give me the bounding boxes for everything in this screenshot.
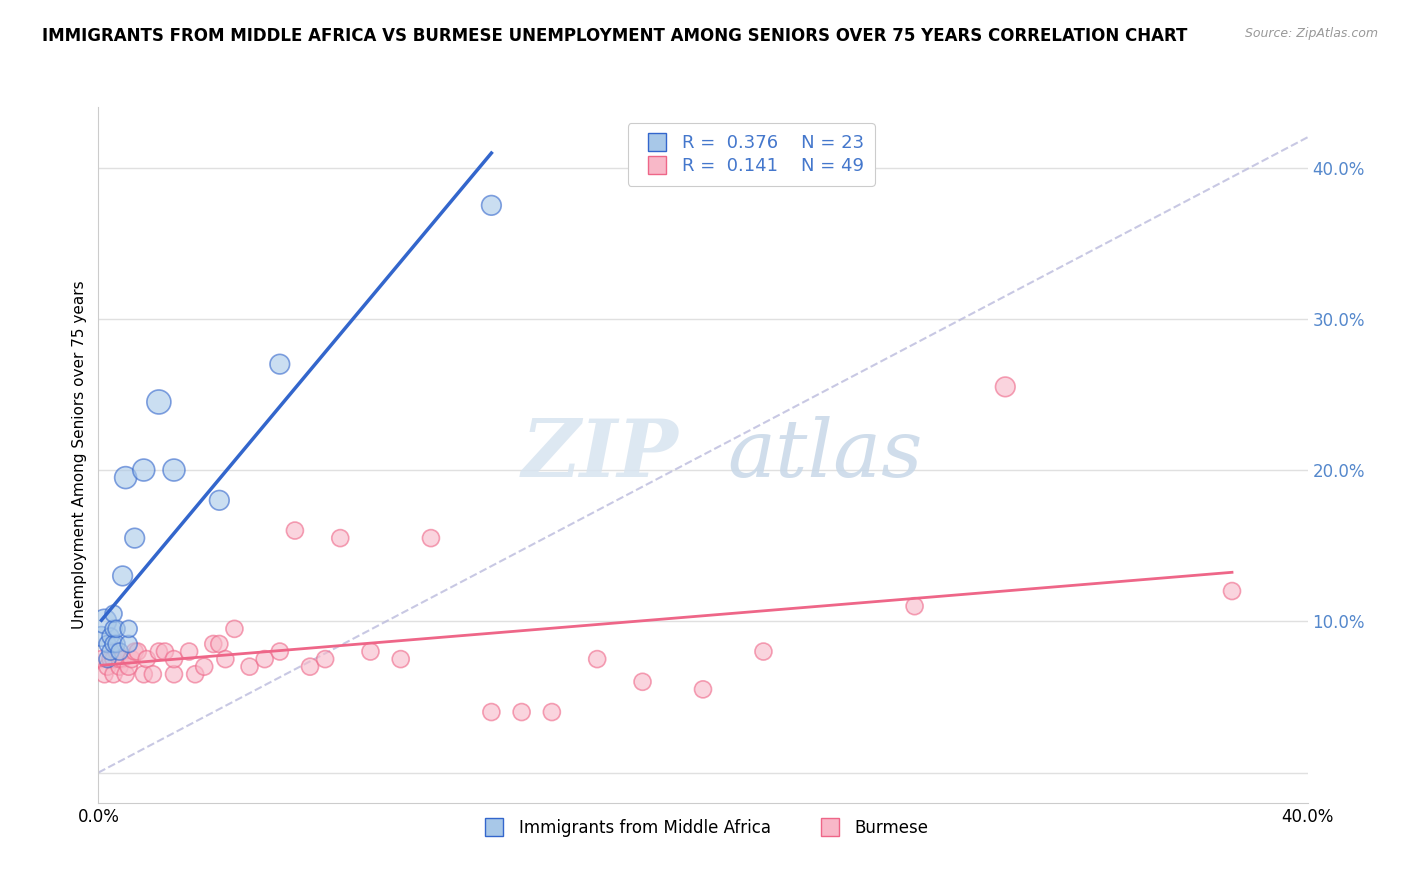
Point	[103, 637, 125, 651]
Point	[253, 652, 276, 666]
Point	[208, 493, 231, 508]
Point	[103, 607, 125, 621]
Point	[118, 637, 141, 651]
Point	[284, 524, 307, 538]
Point	[100, 644, 122, 658]
Point	[148, 644, 170, 658]
Point	[148, 395, 170, 409]
Point	[96, 637, 118, 651]
Point	[114, 667, 136, 681]
Point	[124, 531, 146, 545]
Point	[389, 652, 412, 666]
Point	[163, 463, 186, 477]
Point	[132, 667, 155, 681]
Point	[299, 659, 322, 673]
Point	[184, 667, 207, 681]
Point	[108, 644, 131, 658]
Point	[752, 644, 775, 658]
Legend: Immigrants from Middle Africa, Burmese: Immigrants from Middle Africa, Burmese	[471, 812, 935, 843]
Point	[224, 622, 246, 636]
Point	[108, 652, 131, 666]
Point	[208, 637, 231, 651]
Point	[481, 705, 503, 719]
Point	[105, 637, 128, 651]
Point	[114, 470, 136, 484]
Point	[118, 622, 141, 636]
Y-axis label: Unemployment Among Seniors over 75 years: Unemployment Among Seniors over 75 years	[72, 281, 87, 629]
Point	[100, 629, 122, 643]
Point	[163, 667, 186, 681]
Point	[163, 652, 186, 666]
Text: Source: ZipAtlas.com: Source: ZipAtlas.com	[1244, 27, 1378, 40]
Point	[631, 674, 654, 689]
Point	[510, 705, 533, 719]
Point	[103, 667, 125, 681]
Point	[96, 659, 118, 673]
Point	[105, 644, 128, 658]
Point	[108, 659, 131, 673]
Point	[111, 652, 134, 666]
Text: IMMIGRANTS FROM MIDDLE AFRICA VS BURMESE UNEMPLOYMENT AMONG SENIORS OVER 75 YEAR: IMMIGRANTS FROM MIDDLE AFRICA VS BURMESE…	[42, 27, 1188, 45]
Point	[118, 659, 141, 673]
Point	[481, 198, 503, 212]
Point	[103, 652, 125, 666]
Point	[994, 380, 1017, 394]
Point	[360, 644, 382, 658]
Text: atlas: atlas	[727, 417, 922, 493]
Point	[135, 652, 157, 666]
Point	[692, 682, 714, 697]
Point	[121, 652, 143, 666]
Point	[329, 531, 352, 545]
Text: ZIP: ZIP	[522, 417, 679, 493]
Point	[540, 705, 562, 719]
Point	[153, 644, 176, 658]
Point	[142, 667, 165, 681]
Point	[132, 463, 155, 477]
Point	[93, 667, 115, 681]
Point	[100, 652, 122, 666]
Point	[214, 652, 236, 666]
Point	[586, 652, 609, 666]
Point	[90, 629, 112, 643]
Point	[269, 357, 291, 371]
Point	[127, 644, 149, 658]
Point	[1220, 584, 1243, 599]
Point	[239, 659, 262, 673]
Point	[103, 622, 125, 636]
Point	[269, 644, 291, 658]
Point	[93, 615, 115, 629]
Point	[124, 644, 146, 658]
Point	[111, 569, 134, 583]
Point	[90, 652, 112, 666]
Point	[105, 622, 128, 636]
Point	[420, 531, 443, 545]
Point	[314, 652, 336, 666]
Point	[193, 659, 215, 673]
Point	[904, 599, 927, 614]
Point	[202, 637, 225, 651]
Point	[96, 652, 118, 666]
Point	[179, 644, 201, 658]
